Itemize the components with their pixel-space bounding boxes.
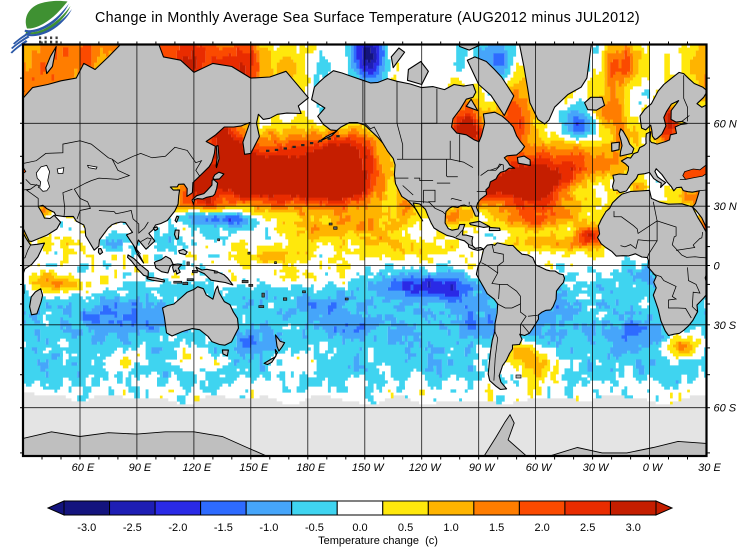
svg-text:1.5: 1.5 bbox=[489, 522, 504, 534]
svg-text:-3.0: -3.0 bbox=[77, 522, 96, 534]
svg-text:2.5: 2.5 bbox=[580, 522, 595, 534]
svg-text:0.5: 0.5 bbox=[398, 522, 413, 534]
svg-text:150 E: 150 E bbox=[239, 462, 268, 474]
svg-text:30 N: 30 N bbox=[714, 201, 737, 213]
svg-text:1.0: 1.0 bbox=[443, 522, 458, 534]
svg-text:0: 0 bbox=[714, 261, 721, 273]
svg-text:90 W: 90 W bbox=[469, 462, 496, 474]
svg-text:60 S: 60 S bbox=[714, 403, 737, 415]
svg-text:Temperature change (c): Temperature change (c) bbox=[318, 535, 438, 547]
svg-text:-1.0: -1.0 bbox=[259, 522, 278, 534]
svg-text:30 E: 30 E bbox=[698, 462, 721, 474]
svg-text:150 W: 150 W bbox=[352, 462, 385, 474]
svg-text:60 N: 60 N bbox=[714, 118, 737, 130]
svg-text:30 S: 30 S bbox=[714, 320, 737, 332]
svg-text:0 W: 0 W bbox=[643, 462, 664, 474]
svg-text:60 W: 60 W bbox=[526, 462, 553, 474]
svg-text:-0.5: -0.5 bbox=[305, 522, 324, 534]
svg-text:0.0: 0.0 bbox=[352, 522, 367, 534]
svg-text:90 E: 90 E bbox=[129, 462, 152, 474]
svg-text:Change in Monthly Average Sea: Change in Monthly Average Sea Surface Te… bbox=[95, 10, 640, 26]
svg-text:120 W: 120 W bbox=[409, 462, 442, 474]
svg-text:180 E: 180 E bbox=[296, 462, 325, 474]
svg-text:120 E: 120 E bbox=[183, 462, 212, 474]
svg-text:30 W: 30 W bbox=[583, 462, 610, 474]
svg-text:-2.0: -2.0 bbox=[168, 522, 187, 534]
svg-text:2.0: 2.0 bbox=[535, 522, 550, 534]
svg-text:60 E: 60 E bbox=[72, 462, 95, 474]
svg-text:-1.5: -1.5 bbox=[214, 522, 233, 534]
svg-text:-2.5: -2.5 bbox=[123, 522, 142, 534]
svg-text:3.0: 3.0 bbox=[626, 522, 641, 534]
